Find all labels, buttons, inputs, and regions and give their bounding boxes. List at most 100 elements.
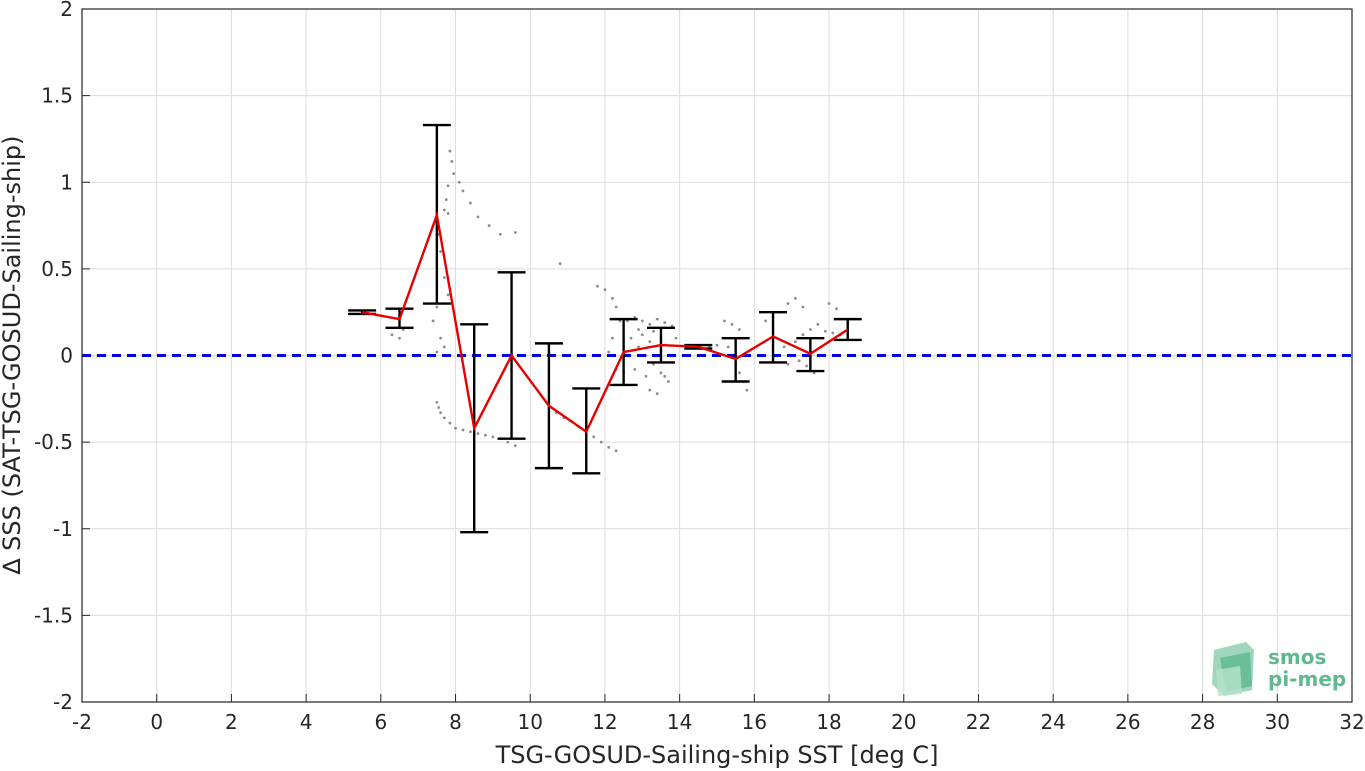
scatter-point xyxy=(435,305,439,309)
x-tick-label: -2 xyxy=(72,710,92,734)
scatter-point xyxy=(726,345,730,349)
scatter-point xyxy=(439,411,442,415)
scatter-point xyxy=(607,350,611,354)
x-tick-label: 30 xyxy=(1265,710,1290,734)
scatter-point xyxy=(491,435,495,439)
scatter-point xyxy=(611,296,614,300)
scatter-point xyxy=(390,333,394,337)
x-tick-label: 2 xyxy=(225,710,238,734)
y-tick-label: -2 xyxy=(53,690,73,714)
scatter-point xyxy=(794,340,797,344)
scatter-point xyxy=(446,212,450,215)
scatter-point xyxy=(827,302,831,305)
logo-text-smos: smos xyxy=(1268,645,1326,669)
scatter-point xyxy=(603,288,607,292)
scatter-point xyxy=(801,333,805,337)
scatter-point xyxy=(439,336,442,340)
scatter-point xyxy=(730,322,734,326)
smos-pi-mep-logo: smos pi-mep xyxy=(1212,642,1346,696)
scatter-point xyxy=(715,343,719,347)
scatter-point xyxy=(435,400,439,404)
scatter-point xyxy=(637,328,640,331)
scatter-point xyxy=(461,189,465,193)
scatter-point xyxy=(764,319,767,323)
y-tick-label: -1 xyxy=(53,517,73,541)
x-tick-label: 26 xyxy=(1115,710,1140,734)
scatter-point xyxy=(738,328,741,331)
scatter-point xyxy=(450,160,454,163)
scatter-point xyxy=(444,198,448,201)
scatter-points xyxy=(390,149,842,453)
scatter-point xyxy=(461,428,465,432)
scatter-point xyxy=(659,371,663,375)
x-tick-label: 10 xyxy=(518,710,543,734)
scatter-point xyxy=(738,371,741,375)
scatter-point xyxy=(805,364,809,368)
y-tick-label: -0.5 xyxy=(34,430,73,454)
scatter-point xyxy=(442,416,446,420)
x-tick-label: 18 xyxy=(816,710,841,734)
scatter-point xyxy=(652,329,655,333)
x-tick-label: 6 xyxy=(374,710,387,734)
scatter-point xyxy=(484,433,487,437)
scatter-point xyxy=(476,215,480,219)
scatter-point xyxy=(439,250,442,253)
x-tick-label: 14 xyxy=(667,710,692,734)
x-tick-label: 0 xyxy=(150,710,163,734)
x-tick-label: 20 xyxy=(891,710,916,734)
scatter-point xyxy=(476,432,480,435)
scatter-point xyxy=(640,319,644,323)
scatter-point xyxy=(629,336,633,340)
scatter-point xyxy=(663,374,667,378)
scatter-point xyxy=(442,276,446,279)
x-axis-label: TSG-GOSUD-Sailing-ship SST [deg C] xyxy=(495,741,939,769)
y-tick-label: 0.5 xyxy=(41,257,73,281)
scatter-point xyxy=(782,345,786,349)
x-tick-label: 16 xyxy=(742,710,767,734)
scatter-point xyxy=(786,362,790,366)
scatter-point xyxy=(786,302,790,305)
scatter-point xyxy=(667,380,670,383)
scatter-point xyxy=(596,284,599,288)
scatter-point xyxy=(637,345,640,349)
scatter-point xyxy=(448,149,452,153)
scatter-point xyxy=(452,172,456,175)
scatter-point xyxy=(446,293,450,297)
x-tick-label: 4 xyxy=(300,710,313,734)
y-tick-labels: -2 -1.5 -1 -0.5 0 0.5 1 1.5 2 xyxy=(34,0,90,714)
scatter-point xyxy=(816,322,820,326)
scatter-point xyxy=(808,328,812,331)
y-tick-label: 2 xyxy=(60,0,73,21)
scatter-point xyxy=(431,319,435,323)
scatter-point xyxy=(723,319,726,323)
scatter-point xyxy=(801,305,805,309)
scatter-point xyxy=(558,262,562,266)
scatter-point xyxy=(435,350,439,354)
y-tick-label: -1.5 xyxy=(34,603,73,627)
scatter-point xyxy=(469,201,472,205)
scatter-point xyxy=(487,224,491,227)
scatter-point xyxy=(506,440,510,444)
scatter-point xyxy=(831,331,835,335)
scatter-point xyxy=(794,296,797,300)
scatter-point xyxy=(592,435,596,439)
scatter-point xyxy=(454,426,457,430)
scatter-point xyxy=(648,388,652,392)
scatter-point xyxy=(633,367,637,371)
scatter-point xyxy=(607,445,611,449)
x-tick-label: 8 xyxy=(449,710,462,734)
scatter-point xyxy=(614,305,618,309)
scatter-point xyxy=(398,336,401,340)
scatter-point xyxy=(655,317,659,321)
scatter-point xyxy=(835,307,838,311)
y-axis-label: ∆ SSS (SAT-TSG-GOSUD-Sailing-ship) xyxy=(0,135,26,575)
scatter-point xyxy=(674,336,678,340)
scatter-point xyxy=(442,208,446,212)
scatter-point xyxy=(648,322,652,326)
scatter-point xyxy=(648,340,652,344)
scatter-point xyxy=(599,440,603,444)
x-tick-label: 24 xyxy=(1040,710,1065,734)
scatter-point xyxy=(797,359,801,363)
scatter-point xyxy=(448,421,452,425)
scatter-point xyxy=(446,184,450,188)
